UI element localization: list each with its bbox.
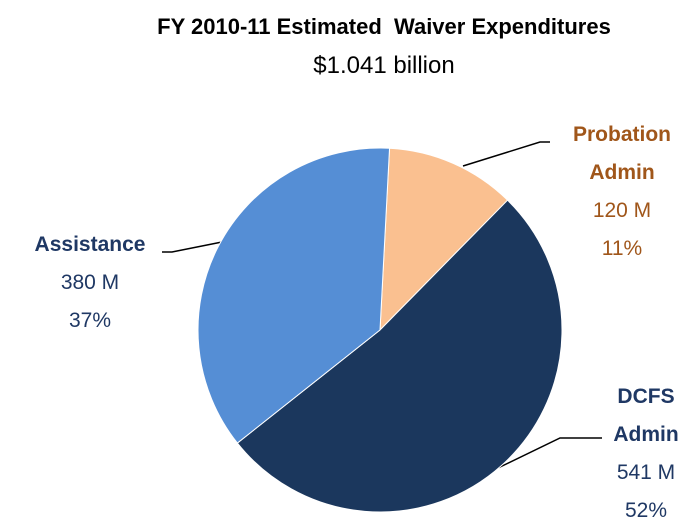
value-label: 541 M xyxy=(616,461,676,484)
pie-slice xyxy=(197,147,391,444)
chart-subtitle: $1.041 billion xyxy=(313,52,455,79)
slice-label: DCFS Admin 541 M 52% xyxy=(596,378,696,519)
percentage-label: 52% xyxy=(624,499,668,519)
category-label: Probation Admin xyxy=(573,123,671,184)
value-label: 380 M xyxy=(60,271,120,294)
leader-line xyxy=(497,437,602,469)
value-label: 120 M xyxy=(592,199,652,222)
pie-slice xyxy=(236,199,563,513)
chart-title: FY 2010-11 Estimated Waiver Expenditures xyxy=(157,14,611,39)
category-label: Assistance xyxy=(34,233,146,256)
slice-label: Assistance 380 M 37% xyxy=(10,226,170,340)
leader-line xyxy=(162,241,223,253)
category-label: DCFS Admin xyxy=(613,385,679,446)
leader-line xyxy=(462,141,550,167)
percentage-label: 11% xyxy=(601,237,643,260)
pie-slice xyxy=(379,147,509,332)
percentage-label: 37% xyxy=(68,309,112,332)
slice-label: Probation Admin 120 M 11% xyxy=(552,116,692,268)
